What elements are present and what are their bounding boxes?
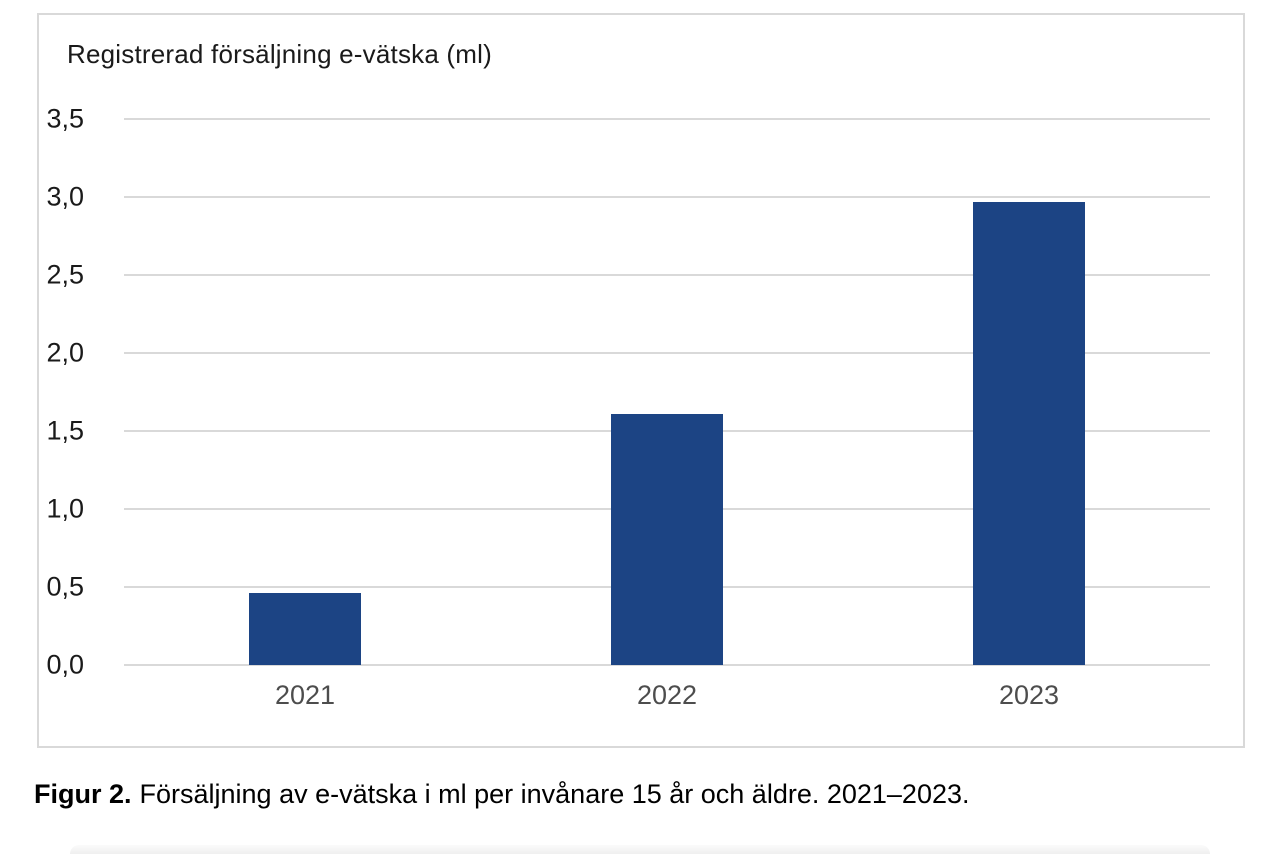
gridline (124, 118, 1210, 120)
next-page-edge (70, 845, 1210, 854)
bar-slot (848, 119, 1210, 665)
y-tick-label: 3,5 (46, 103, 84, 134)
figure-caption-text: Försäljning av e-vätska i ml per invånar… (139, 779, 970, 809)
y-tick-label: 0,0 (46, 649, 84, 680)
y-axis-labels: 3,5 3,0 2,5 2,0 1,5 1,0 0,5 0,0 (29, 105, 104, 678)
figure-caption: Figur 2. Försäljning av e-vätska i ml per… (34, 779, 1234, 810)
x-tick-label: 2021 (274, 680, 336, 710)
x-axis-labels: 2021 2022 2023 (124, 679, 1210, 711)
y-tick-label: 2,5 (46, 259, 84, 290)
y-tick-label: 1,5 (46, 415, 84, 446)
gridline (124, 664, 1210, 666)
gridline (124, 195, 1210, 198)
bar-2021 (249, 593, 361, 665)
chart-title: Registrerad försäljning e-vätska (ml) (67, 39, 492, 69)
gridline (124, 352, 1210, 354)
bar-slot (124, 119, 486, 665)
y-tick-label: 1,0 (46, 493, 84, 524)
y-tick-label: 0,5 (46, 571, 84, 602)
y-tick-label: 3,0 (46, 181, 84, 212)
bar-slot (486, 119, 848, 665)
bars-row (124, 119, 1210, 665)
chart-figure: Registrerad försäljning e-vätska (ml) 3,… (37, 13, 1245, 748)
bar-2023 (973, 201, 1085, 665)
bar-2022 (611, 413, 723, 665)
x-tick-label: 2022 (636, 680, 698, 710)
x-tick-label: 2023 (998, 680, 1060, 710)
plot-area: 3,5 3,0 2,5 2,0 1,5 1,0 0,5 0,0 (46, 105, 1210, 678)
gridline (124, 273, 1210, 276)
figure-caption-label: Figur 2. (34, 779, 132, 809)
y-tick-label: 2,0 (46, 337, 84, 368)
